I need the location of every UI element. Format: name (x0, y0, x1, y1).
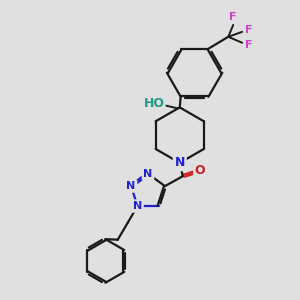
Text: F: F (245, 40, 253, 50)
Text: N: N (126, 181, 136, 191)
Text: N: N (175, 156, 185, 170)
Text: N: N (143, 169, 153, 179)
Text: O: O (194, 164, 205, 177)
Text: HO: HO (143, 97, 164, 110)
Text: F: F (230, 12, 237, 22)
Text: N: N (133, 201, 142, 211)
Text: F: F (245, 25, 253, 35)
